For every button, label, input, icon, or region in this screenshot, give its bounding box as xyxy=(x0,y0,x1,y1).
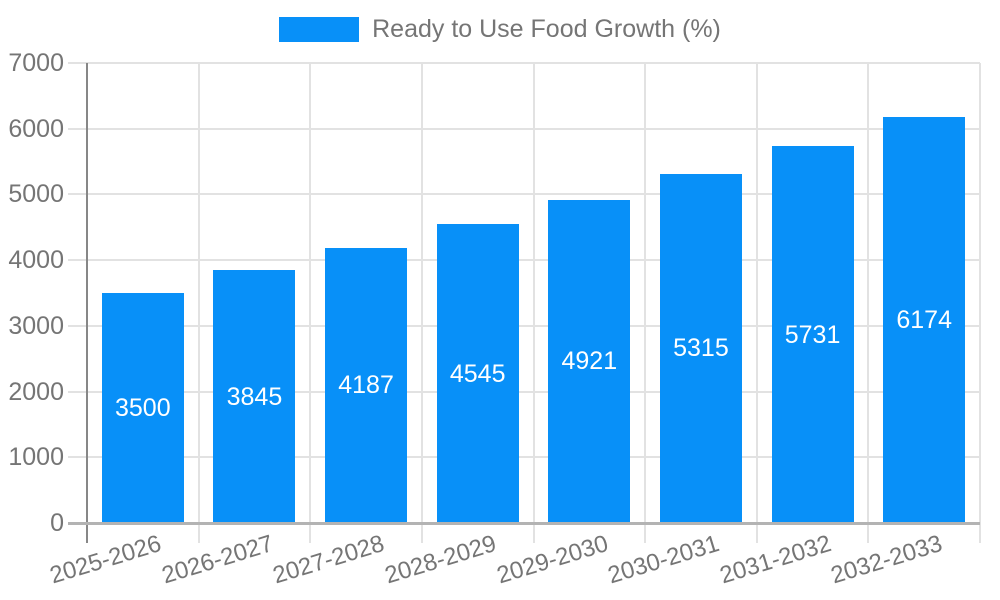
x-axis-tick-label: 2027-2028 xyxy=(270,530,388,590)
bar-2026-2027[interactable] xyxy=(213,270,296,523)
bar-value-label: 4921 xyxy=(561,347,618,376)
x-axis-tick-label: 2031-2032 xyxy=(716,530,835,590)
chart-legend[interactable]: Ready to Use Food Growth (%) xyxy=(0,15,1000,44)
gridline-horizontal xyxy=(68,324,980,327)
gridline-vertical xyxy=(420,63,423,543)
gridline-horizontal xyxy=(68,259,980,262)
bar-value-label: 6174 xyxy=(896,306,952,335)
y-axis-tick-label: 1000 xyxy=(8,443,64,472)
bar-2029-2030[interactable] xyxy=(548,199,631,523)
legend-label: Ready to Use Food Growth (%) xyxy=(372,15,721,43)
x-axis-tick-label: 2025-2026 xyxy=(46,530,165,590)
bar-2030-2031[interactable] xyxy=(659,173,742,523)
gridline-horizontal xyxy=(68,193,980,196)
gridline-horizontal xyxy=(68,62,980,64)
y-axis-tick-label: 0 xyxy=(50,509,64,537)
bar-value-label: 5315 xyxy=(673,334,729,363)
gridline-vertical xyxy=(532,63,535,543)
gridline-vertical xyxy=(867,63,870,543)
x-axis-tick-label: 2026-2027 xyxy=(158,530,277,590)
gridline-vertical xyxy=(309,63,312,543)
y-axis-tick-label: 7000 xyxy=(8,49,64,77)
bar-value-label: 4187 xyxy=(338,371,394,400)
x-axis-line xyxy=(68,522,980,525)
gridline-vertical xyxy=(197,63,200,543)
x-axis-tick-label: 2029-2030 xyxy=(493,530,611,590)
gridline-vertical xyxy=(979,63,981,543)
legend-swatch xyxy=(279,17,360,42)
x-axis-tick-label: 2032-2033 xyxy=(828,530,946,590)
y-axis-tick-label: 3000 xyxy=(8,311,64,340)
gridline-horizontal xyxy=(68,390,980,393)
y-axis-tick-label: 5000 xyxy=(8,180,64,209)
bar-2032-2033[interactable] xyxy=(883,117,966,523)
y-axis-tick-label: 6000 xyxy=(8,114,64,143)
bar-value-label: 3500 xyxy=(115,394,171,422)
bar-value-label: 4545 xyxy=(449,359,506,388)
bar-2025-2026[interactable] xyxy=(101,293,184,523)
bar-2027-2028[interactable] xyxy=(325,247,408,523)
bar-2031-2032[interactable] xyxy=(771,146,854,523)
y-axis-line xyxy=(86,63,88,543)
x-axis-tick-label: 2028-2029 xyxy=(381,530,500,590)
x-axis-tick-label: 2030-2031 xyxy=(604,530,723,590)
gridline-horizontal xyxy=(68,127,980,130)
bar-value-label: 3845 xyxy=(226,382,283,411)
gridline-vertical xyxy=(644,63,647,543)
y-axis-tick-label: 4000 xyxy=(8,246,64,275)
bar-2028-2029[interactable] xyxy=(436,224,519,523)
bar-value-label: 5731 xyxy=(784,320,841,349)
gridline-horizontal xyxy=(68,456,980,459)
y-axis-tick-label: 2000 xyxy=(8,377,64,406)
gridline-vertical xyxy=(755,63,758,543)
